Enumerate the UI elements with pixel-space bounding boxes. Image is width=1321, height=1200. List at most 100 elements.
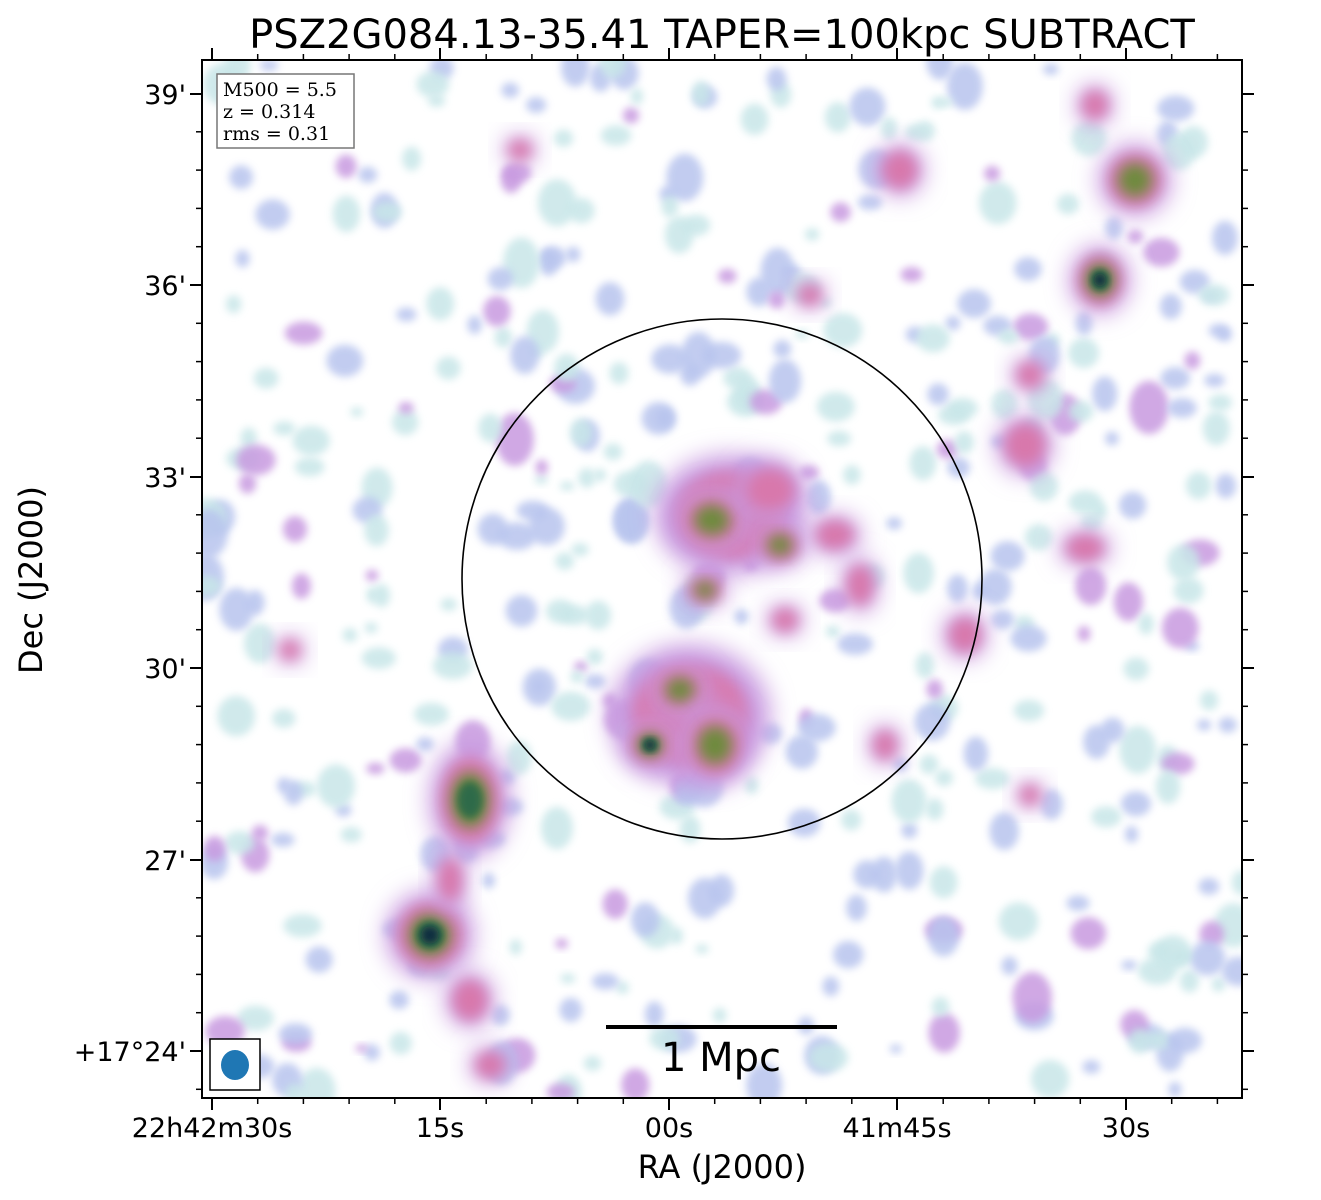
noise-blob	[1138, 613, 1154, 635]
noise-blob	[870, 856, 898, 893]
emission-blob	[847, 564, 873, 606]
noise-blob	[734, 608, 749, 625]
noise-blob	[649, 1026, 681, 1051]
noise-blob	[797, 713, 836, 742]
noise-blob	[1121, 960, 1138, 971]
noise-blob	[1215, 473, 1237, 499]
noise-blob	[1075, 311, 1093, 336]
noise-blob	[895, 851, 924, 890]
noise-blob	[935, 769, 953, 787]
noise-blob	[846, 894, 867, 922]
noise-blob	[570, 670, 585, 683]
noise-blob	[822, 976, 840, 997]
noise-blob	[225, 295, 242, 314]
noise-blob	[629, 460, 668, 508]
noise-blob	[219, 587, 254, 631]
emission-blob	[949, 617, 981, 653]
x-tick-label: 41m45s	[842, 1113, 951, 1144]
r500-circle	[461, 318, 983, 840]
noise-blob	[364, 622, 378, 634]
noise-blob	[1179, 969, 1199, 993]
noise-blob	[1042, 63, 1059, 75]
noise-blob	[886, 517, 902, 530]
noise-blob	[946, 574, 969, 603]
plot-frame	[201, 59, 1243, 1099]
noise-blob	[998, 902, 1039, 941]
noise-blob	[666, 153, 704, 202]
x-tick-label: 15s	[416, 1113, 464, 1144]
noise-blob	[681, 331, 716, 379]
emission-blob	[1004, 423, 1046, 467]
noise-blob	[1040, 789, 1063, 820]
noise-blob	[823, 312, 863, 348]
noise-blob	[1173, 577, 1204, 604]
noise-blob	[539, 246, 567, 269]
y-tick-label: 27'	[144, 846, 186, 877]
noise-blob	[768, 290, 786, 309]
noise-blob	[440, 598, 458, 611]
noise-blob	[203, 835, 226, 862]
noise-blob	[927, 383, 949, 406]
noise-blob	[483, 296, 511, 327]
noise-blob	[900, 267, 923, 283]
noise-blob	[534, 475, 548, 485]
noise-blob	[1024, 524, 1053, 551]
noise-blob	[931, 996, 950, 1017]
noise-blob	[760, 247, 795, 296]
noise-blob	[785, 734, 819, 769]
noise-blob	[1162, 133, 1196, 171]
axis-ticks	[190, 48, 1254, 1110]
chart-title: PSZ2G084.13-35.41 TAPER=100kpc SUBTRACT	[249, 12, 1195, 58]
noise-blob	[1091, 806, 1122, 828]
noise-blob	[938, 97, 953, 107]
emission-blob	[694, 581, 716, 599]
noise-blob	[1160, 367, 1190, 390]
noise-blob	[1211, 977, 1226, 992]
noise-blob	[253, 367, 279, 389]
noise-blob	[990, 609, 1015, 630]
noise-blob	[644, 1001, 664, 1028]
noise-blob	[1167, 544, 1200, 581]
emission-blob	[745, 468, 795, 512]
beam-ellipse	[221, 1050, 249, 1080]
noise-blob	[495, 412, 534, 466]
noise-blob	[641, 402, 676, 435]
noise-blob	[342, 628, 358, 642]
noise-blob	[389, 1031, 412, 1055]
noise-blob	[616, 981, 629, 995]
noise-blob	[1070, 917, 1107, 950]
noise-blob	[237, 1005, 274, 1031]
noise-blob	[1105, 431, 1119, 446]
noise-blob	[787, 808, 821, 837]
y-tick-label: +17°24'	[74, 1037, 186, 1068]
noise-blob	[366, 762, 385, 775]
noise-blob	[243, 623, 276, 664]
noise-blob	[278, 1023, 313, 1045]
noise-blob	[365, 569, 379, 582]
noise-blob	[283, 780, 303, 806]
noise-blob	[1091, 502, 1108, 520]
noise-blob	[361, 647, 396, 669]
m500-text: M500 = 5.5	[223, 79, 337, 101]
noise-blob	[358, 166, 378, 183]
noise-blob	[238, 473, 257, 494]
emission-sources	[276, 85, 1171, 1083]
noise-blob	[1092, 376, 1118, 412]
noise-blob	[467, 315, 482, 335]
noise-blob	[925, 798, 944, 821]
noise-blob	[202, 575, 221, 597]
noise-blob	[355, 1044, 368, 1052]
noise-blob	[609, 362, 629, 385]
noise-blob	[477, 513, 509, 546]
noise-blob	[1120, 791, 1151, 817]
noise-blob	[825, 625, 840, 638]
noise-blob	[1198, 877, 1220, 895]
noise-blob	[584, 674, 606, 689]
noise-blob	[927, 916, 960, 957]
noise-blob	[416, 71, 450, 98]
emission-blob	[421, 926, 439, 944]
noise-blob	[389, 990, 409, 1010]
noise-blob	[540, 806, 574, 850]
noise-blob	[285, 1083, 304, 1098]
info-box: M500 = 5.5 z = 0.314 rms = 0.31	[216, 73, 355, 149]
